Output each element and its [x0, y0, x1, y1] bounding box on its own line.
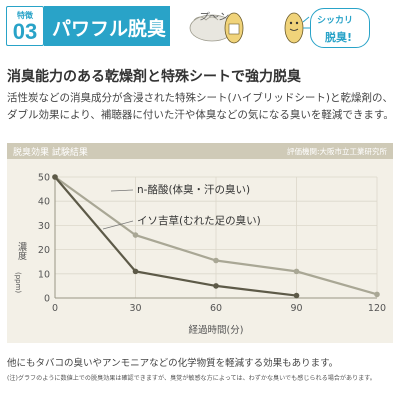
footnote-disclaimer: (注)グラフのように数値上での脱臭効果は確認できますが、臭覚が敏感な方によっては…	[7, 375, 376, 382]
y-tick-label: 50	[38, 173, 50, 184]
series-point-1	[293, 292, 300, 299]
section-heading: 消臭能力のある乾燥剤と特殊シートで強力脱臭	[7, 69, 301, 85]
series-point-1	[213, 283, 219, 289]
badge-label: 特徴	[17, 11, 33, 20]
mascot-illustration: プ〜ン シッカリ 脱臭!	[172, 2, 400, 52]
badge-number: 03	[12, 19, 38, 44]
series-point-0	[132, 232, 139, 238]
series-point-1	[52, 174, 58, 180]
series-point-0	[213, 257, 219, 264]
feature-badge: 特徴 03	[6, 6, 44, 46]
y-tick-label: 0	[44, 294, 50, 305]
mascot-sound-text: プ〜ン	[198, 12, 228, 23]
description-text: 活性炭などの消臭成分が含浸された特殊シート(ハイブリッドシート)と乾燥剤の、ダブ…	[7, 92, 394, 121]
x-tick-label: 120	[368, 303, 386, 314]
y-axis-unit: (ppm)	[14, 272, 22, 293]
series-leader-0	[110, 189, 134, 192]
series-leader-1	[102, 220, 134, 230]
chart-title: 脱臭効果 試験結果	[13, 148, 88, 158]
y-tick-label: 20	[38, 245, 50, 256]
mascot-icon	[189, 12, 310, 44]
y-tick-label: 40	[38, 197, 50, 208]
y-axis-label: 濃度	[16, 241, 27, 261]
chart-source: 評価機関:大阪市立工業研究所	[286, 147, 387, 156]
series-point-1	[132, 268, 139, 275]
x-axis-label: 経過時間(分)	[189, 324, 244, 336]
feature-header: 特徴 03 パワフル脱臭 プ〜ン シッカリ 脱臭!	[0, 0, 400, 52]
series-point-0	[293, 268, 300, 275]
series-label-1: イソ吉草(むれた足の臭い)	[137, 214, 261, 227]
chart-card: 脱臭効果 試験結果 評価機関:大阪市立工業研究所 0 10 20 30 40 50 0 30 6…	[7, 143, 393, 343]
footnote-main: 他にもタバコの臭いやアンモニアなどの化学物質を軽減する効果もあります。	[7, 358, 339, 369]
series-line-1	[54, 176, 297, 297]
line-chart: 0 10 20 30 40 50 0 30 60 90 120 濃度 (ppm) 経過時間(分) n-酪酸(…	[14, 173, 386, 337]
bubble-text-1: シッカリ	[317, 16, 354, 26]
speech-bubble: シッカリ 脱臭!	[310, 8, 370, 48]
feature-title: パワフル脱臭	[52, 18, 167, 40]
x-tick-label: 60	[210, 303, 222, 314]
series-label-0: n-酪酸(体臭・汗の臭い)	[137, 183, 250, 196]
y-tick-label: 30	[38, 221, 50, 232]
title-banner: パワフル脱臭	[44, 6, 170, 46]
x-tick-label: 30	[129, 303, 141, 314]
x-tick-label: 90	[290, 303, 302, 314]
y-tick-label: 10	[38, 269, 50, 280]
series-point-0	[374, 291, 380, 298]
bubble-text-2: 脱臭!	[325, 31, 353, 44]
x-tick-label: 0	[52, 303, 58, 314]
chart-header-bar: 脱臭効果 試験結果 評価機関:大阪市立工業研究所	[7, 143, 393, 159]
